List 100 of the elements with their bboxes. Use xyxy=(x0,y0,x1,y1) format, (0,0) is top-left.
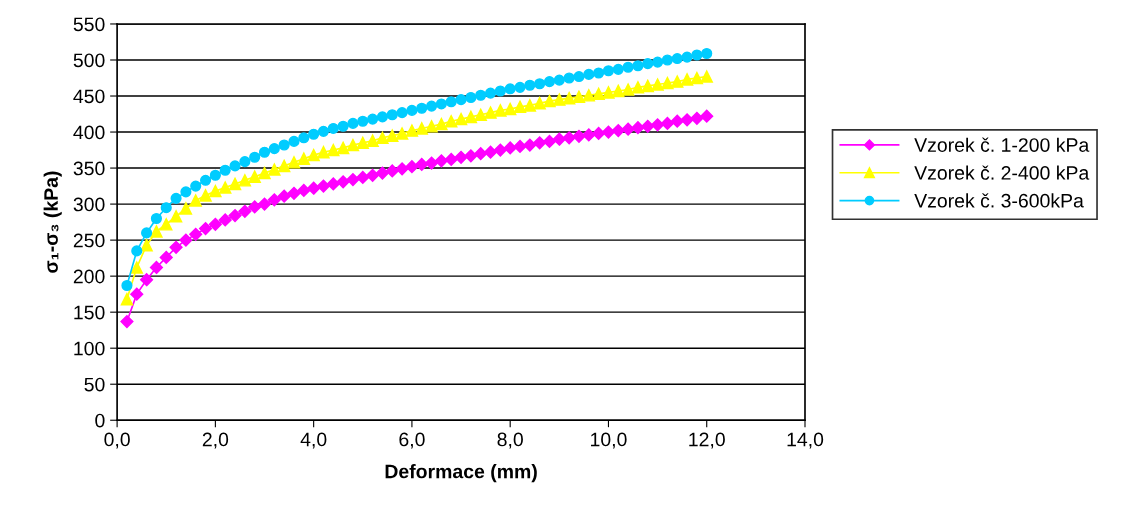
y-tick-label: 450 xyxy=(73,89,105,104)
point xyxy=(159,250,173,264)
point xyxy=(327,122,339,134)
point xyxy=(366,168,380,182)
point xyxy=(160,202,172,214)
point xyxy=(169,240,183,254)
point xyxy=(523,138,537,152)
legend-label: Vzorek č. 1-200 kPa xyxy=(914,137,1090,152)
point xyxy=(297,183,311,197)
point xyxy=(670,75,684,88)
point xyxy=(179,233,193,247)
point xyxy=(326,177,340,191)
point xyxy=(189,227,203,241)
point xyxy=(140,273,154,287)
point xyxy=(248,170,261,183)
point xyxy=(582,89,596,102)
point xyxy=(661,54,673,66)
point xyxy=(632,60,644,72)
point xyxy=(503,102,517,116)
x-tick-label: 6,0 xyxy=(399,432,425,449)
point xyxy=(308,128,320,140)
point xyxy=(376,111,388,123)
point xyxy=(670,114,684,128)
point xyxy=(583,68,595,80)
point xyxy=(268,143,280,155)
point xyxy=(474,108,487,122)
point xyxy=(611,124,625,138)
y-tick-label: 250 xyxy=(73,233,105,248)
point xyxy=(602,65,615,77)
point xyxy=(288,135,300,147)
point xyxy=(130,287,144,301)
point xyxy=(523,99,537,112)
point xyxy=(140,238,153,252)
point xyxy=(435,117,448,131)
point xyxy=(562,91,576,105)
point xyxy=(346,173,360,187)
point xyxy=(367,113,379,125)
point xyxy=(316,179,331,193)
point xyxy=(426,100,438,112)
point xyxy=(218,181,232,194)
point xyxy=(218,213,232,227)
point xyxy=(375,166,390,180)
point xyxy=(257,197,272,211)
point xyxy=(287,156,301,169)
point xyxy=(297,152,311,165)
point xyxy=(435,98,447,110)
point xyxy=(395,127,409,140)
point xyxy=(524,79,536,91)
point xyxy=(475,89,487,101)
point xyxy=(386,109,398,121)
point xyxy=(631,81,645,94)
point xyxy=(405,124,419,137)
point xyxy=(298,132,310,144)
point xyxy=(445,96,457,108)
point xyxy=(671,52,683,65)
point xyxy=(228,177,242,191)
point xyxy=(582,128,596,142)
point xyxy=(327,143,340,157)
point xyxy=(376,131,389,145)
point xyxy=(238,174,252,187)
y-tick-label: 500 xyxy=(73,53,105,68)
point xyxy=(444,152,458,167)
point xyxy=(434,154,448,168)
point xyxy=(141,227,153,239)
point xyxy=(602,86,615,99)
point xyxy=(641,79,655,93)
point xyxy=(287,186,301,200)
point xyxy=(131,245,143,257)
point xyxy=(425,120,438,133)
point xyxy=(513,100,527,114)
point xyxy=(493,143,507,157)
point xyxy=(366,134,379,147)
y-tick-label: 150 xyxy=(74,305,105,320)
x-tick-label: 12,0 xyxy=(689,432,725,449)
point xyxy=(190,180,202,192)
point xyxy=(277,159,291,173)
point xyxy=(258,166,271,180)
point xyxy=(180,186,192,198)
point xyxy=(464,149,478,163)
y-tick-label: 200 xyxy=(73,269,105,284)
point xyxy=(454,112,468,126)
point xyxy=(621,83,635,96)
point xyxy=(552,132,566,146)
point xyxy=(317,125,330,137)
point xyxy=(700,109,714,123)
point xyxy=(621,122,635,136)
point xyxy=(454,150,468,164)
point xyxy=(651,118,665,132)
point xyxy=(700,70,713,83)
point xyxy=(701,47,713,60)
point xyxy=(405,160,419,174)
point xyxy=(208,217,222,231)
point xyxy=(533,136,547,150)
point xyxy=(219,164,231,176)
point xyxy=(543,76,556,88)
point xyxy=(573,71,585,83)
point xyxy=(121,279,133,292)
point xyxy=(513,139,527,154)
point xyxy=(424,156,439,170)
legend-label: Vzorek č. 3-600kPa xyxy=(914,193,1084,208)
